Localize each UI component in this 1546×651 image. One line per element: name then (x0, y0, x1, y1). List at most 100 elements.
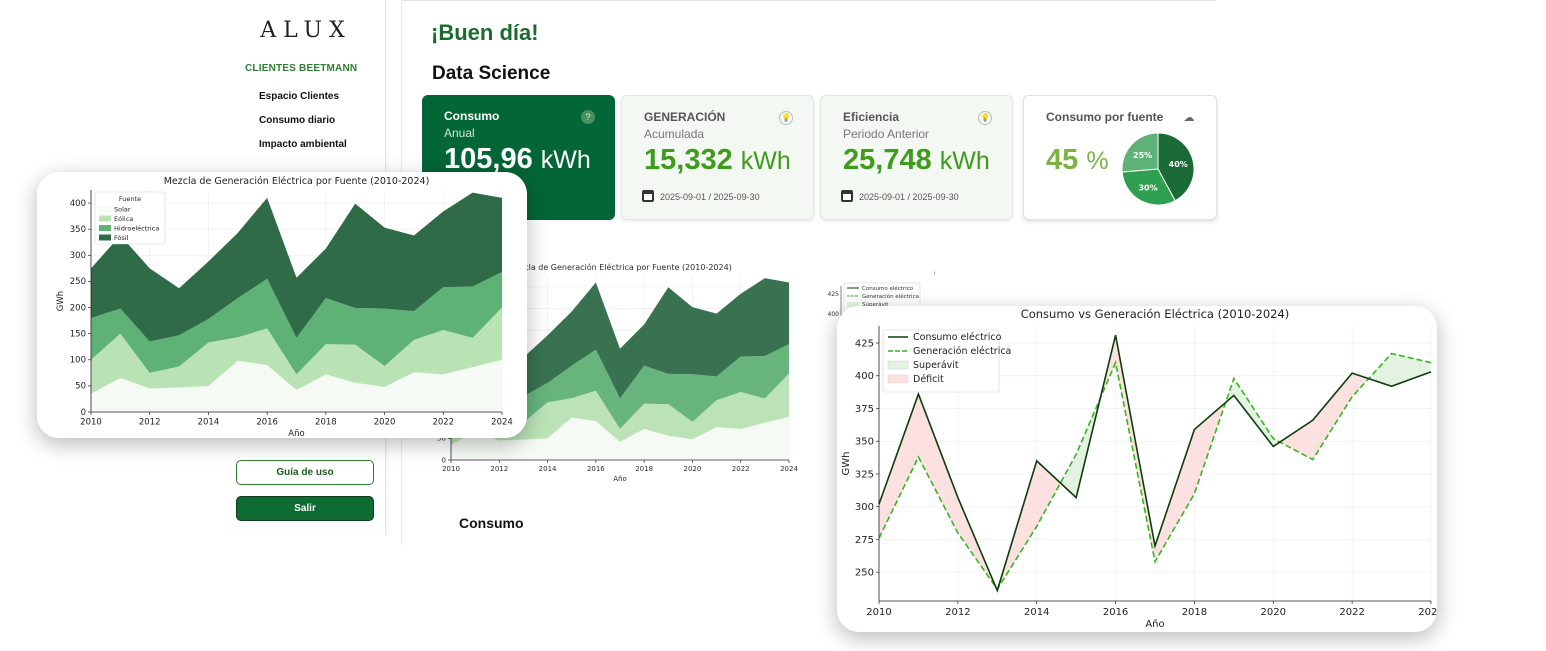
x-tick-label: 2018 (315, 418, 337, 428)
x-tick-label: 2020 (684, 465, 702, 473)
card-subtitle: Periodo Anterior (843, 127, 930, 141)
card-value-number: 105,96 (444, 143, 533, 175)
card-value-unit: kWh (740, 147, 791, 175)
sidebar-item-impacto-ambiental[interactable]: Impacto ambiental (259, 139, 347, 150)
x-tick-label: 2014 (198, 418, 220, 428)
guide-button[interactable]: Guía de uso (236, 460, 374, 485)
x-tick-label: 2010 (80, 418, 102, 428)
area-chart-card: 0 50 100 150 200 250 300 350 400 2010 2012 2014 2016… (37, 172, 527, 438)
y-tick-label: 350 (70, 225, 86, 235)
area-series-0 (451, 416, 789, 460)
calendar-icon (642, 190, 654, 202)
x-axis-label: Año (288, 429, 304, 438)
card-subtitle: Acumulada (644, 127, 705, 141)
lightbulb-icon: 💡 (779, 111, 793, 125)
x-tick-label: 2022 (732, 465, 750, 473)
y-tick-label: 400 (855, 371, 874, 382)
legend-label: Hidroeléctrica (114, 225, 159, 233)
area-series-2 (451, 343, 789, 429)
sidebar-item-espacio-clientes[interactable]: Espacio Clientes (259, 91, 340, 102)
card-value-unit: kWh (540, 146, 591, 174)
y-tick-label: 0 (442, 456, 446, 464)
y-tick-label: 425 (828, 291, 840, 298)
x-tick-label: 2010 (866, 607, 891, 618)
card-value-number: 15,332 (644, 144, 733, 176)
y-axis-label: GWh (56, 291, 66, 311)
client-name: CLIENTES BEETMANN (245, 63, 358, 74)
legend-label: Superávit (913, 360, 959, 371)
area-series-1 (91, 307, 502, 394)
x-tick-label: 2022 (1339, 607, 1364, 618)
chart-title: Mezcla de Generación Eléctrica por Fuent… (508, 262, 732, 272)
x-tick-label: 2018 (1182, 607, 1207, 618)
legend-title: Fuente (119, 195, 141, 203)
x-tick-label: 2020 (374, 418, 396, 428)
y-axis-label: GWh (841, 452, 852, 476)
area-series-0 (91, 359, 502, 412)
deficit-area (918, 394, 958, 533)
x-tick-label: 2014 (539, 465, 557, 473)
lightbulb-icon: 💡 (978, 111, 992, 125)
legend-label: Eólica (114, 215, 133, 223)
card-title: Consumo (444, 109, 500, 123)
superavit-area (1233, 378, 1274, 447)
card-eficiencia[interactable]: Eficiencia Periodo Anterior 25,748 kWh 2… (820, 95, 1013, 220)
superavit-area (1368, 353, 1392, 387)
calendar-icon (841, 190, 853, 202)
y-tick-label: 375 (855, 404, 874, 415)
legend-label: Generación eléctrica (862, 293, 919, 300)
area-series-2 (91, 272, 502, 375)
info-icon: ? (581, 110, 595, 124)
card-consumo-fuente[interactable]: Consumo por fuente 45 % ☁ 40% 30% 25% (1023, 95, 1217, 220)
card-value: 25,748 kWh (843, 144, 990, 177)
legend-label: Generación eléctrica (913, 346, 1011, 357)
deficit-area (1036, 460, 1061, 527)
card-value: 105,96 kWh (444, 143, 591, 176)
legend-label: Consumo eléctrico (862, 285, 914, 292)
x-tick-label: 2020 (1261, 607, 1286, 618)
x-tick-label: 2016 (256, 418, 278, 428)
legend-swatch (99, 234, 111, 241)
card-generacion[interactable]: GENERACIÓN Acumulada 15,332 kWh 2025-09-… (621, 95, 814, 220)
y-tick-label: 250 (855, 568, 874, 579)
superavit-area (1060, 454, 1077, 498)
superavit-area (1391, 353, 1431, 387)
x-tick-label: 2022 (432, 418, 454, 428)
x-tick-label: 2024 (491, 418, 513, 428)
deficit-area (1352, 373, 1369, 397)
consumption-vs-generation-chart: 250 275 300 325 350 375 400 425 2010 2012 2014 2016… (841, 307, 1437, 630)
cloud-icon: ☁ (1183, 112, 1195, 124)
chart-title: Mezcla de Generación Eléctrica por Fuent… (164, 176, 430, 187)
x-tick-label: 2024 (1418, 607, 1437, 618)
y-tick-label: 250 (70, 277, 86, 287)
y-tick-label: 300 (70, 251, 86, 261)
generation-mix-chart: 0 50 100 150 200 250 300 350 400 2010 2012 2014 2016… (56, 176, 513, 438)
x-tick-label: 2016 (1103, 607, 1128, 618)
legend-label: Consumo eléctrico (913, 332, 1002, 343)
legend-label: Solar (114, 206, 131, 214)
pie-slice (1121, 132, 1159, 173)
area-series-3 (451, 278, 789, 402)
brand-logo: ALUX (260, 18, 352, 43)
pie-slice (1121, 168, 1176, 206)
chart-title: Consumo vs Generación Eléctrica (2010-20… (934, 268, 935, 278)
legend-swatch (887, 360, 909, 370)
card-value: 45 % (1046, 144, 1109, 177)
legend-swatch (99, 215, 111, 222)
card-value-unit: % (1086, 147, 1109, 175)
y-tick-label: 350 (855, 437, 874, 448)
deficit-area (1279, 420, 1313, 460)
sidebar-item-consumo-diario[interactable]: Consumo diario (259, 115, 336, 126)
deficit-area (1155, 429, 1195, 562)
exit-button[interactable]: Salir (236, 496, 374, 521)
pie-slice-label: 25% (1133, 151, 1152, 160)
y-tick-label: 50 (437, 435, 446, 443)
legend-label: Fósil (114, 234, 129, 242)
pie-slice (1157, 132, 1195, 202)
card-title: Eficiencia (843, 110, 900, 124)
card-value-number: 45 (1046, 144, 1079, 176)
legend-box (882, 329, 1000, 393)
pie-slice-label: 30% (1138, 183, 1157, 192)
y-tick-label: 325 (855, 469, 874, 480)
legend-swatch (887, 374, 909, 384)
